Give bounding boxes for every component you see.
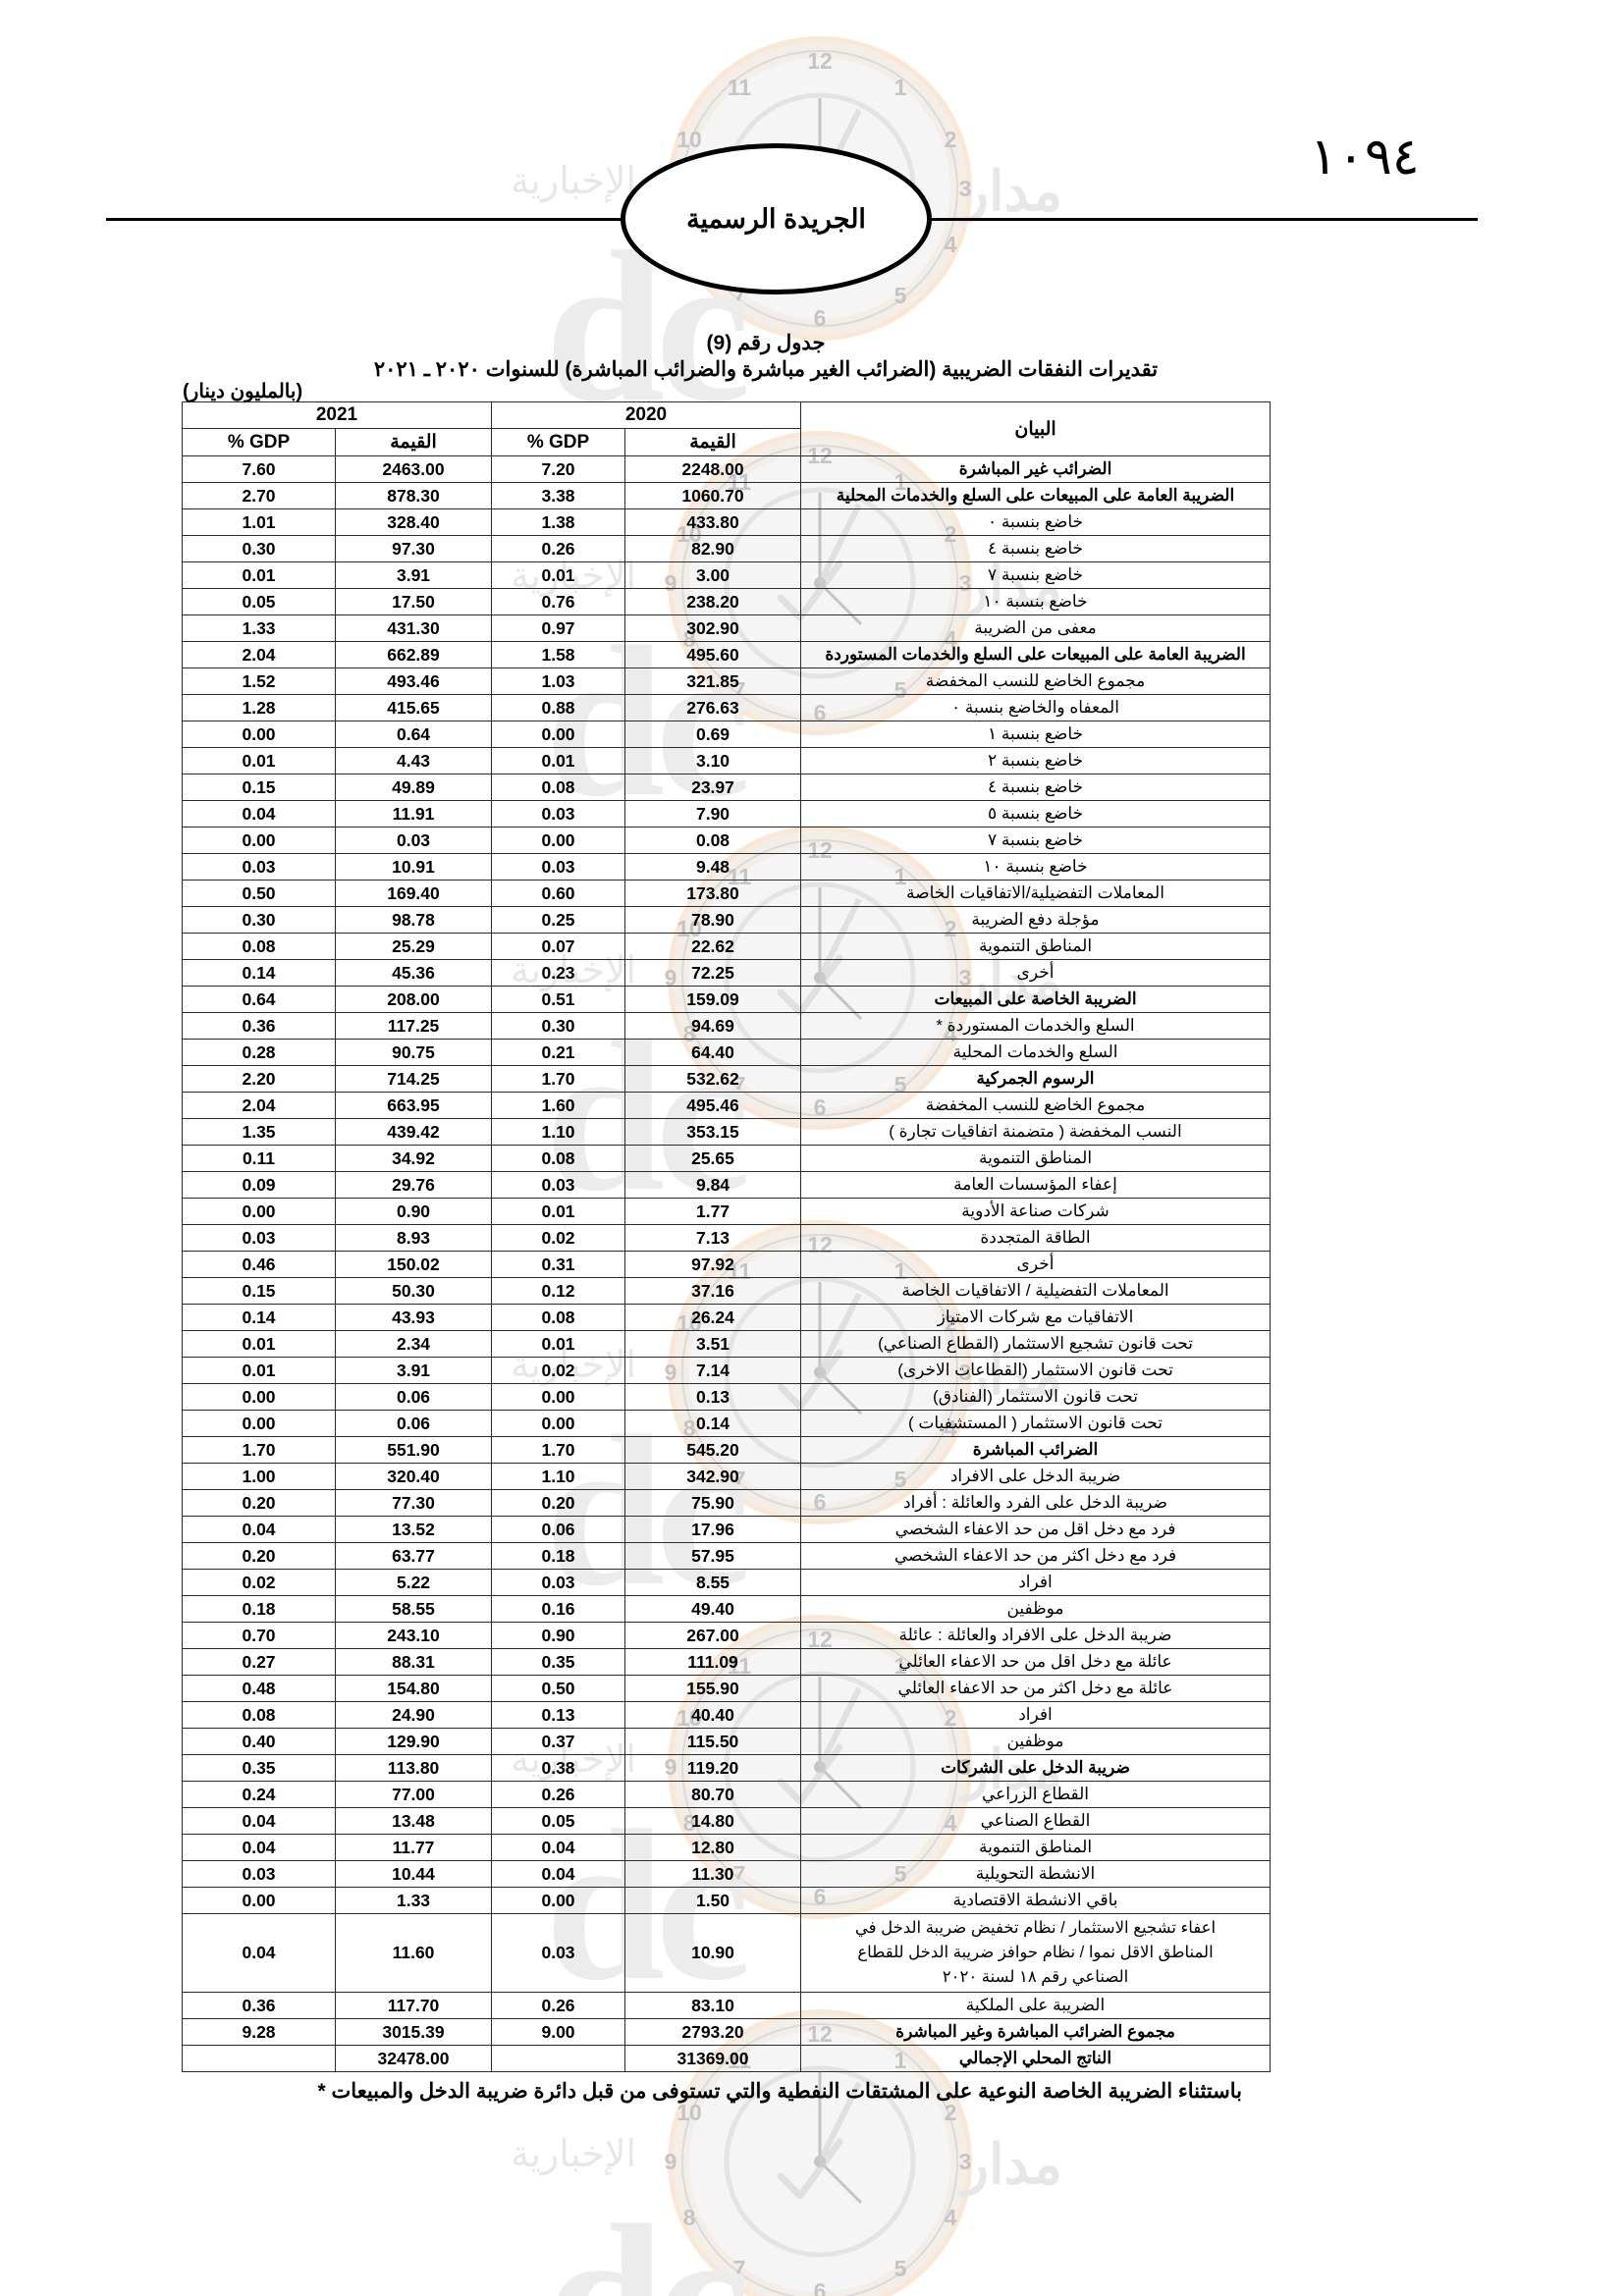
svg-text:11: 11	[728, 75, 752, 100]
svg-text:5: 5	[894, 2256, 907, 2281]
svg-text:10: 10	[677, 127, 702, 152]
svg-text:4: 4	[945, 232, 957, 257]
svg-text:9: 9	[665, 2149, 677, 2174]
svg-text:1: 1	[894, 75, 907, 100]
svg-text:6: 6	[814, 2278, 827, 2296]
svg-text:5: 5	[894, 283, 907, 308]
svg-text:12: 12	[807, 48, 833, 74]
svg-text:4: 4	[945, 2205, 957, 2230]
svg-text:6: 6	[814, 305, 827, 331]
svg-text:2: 2	[945, 127, 957, 152]
